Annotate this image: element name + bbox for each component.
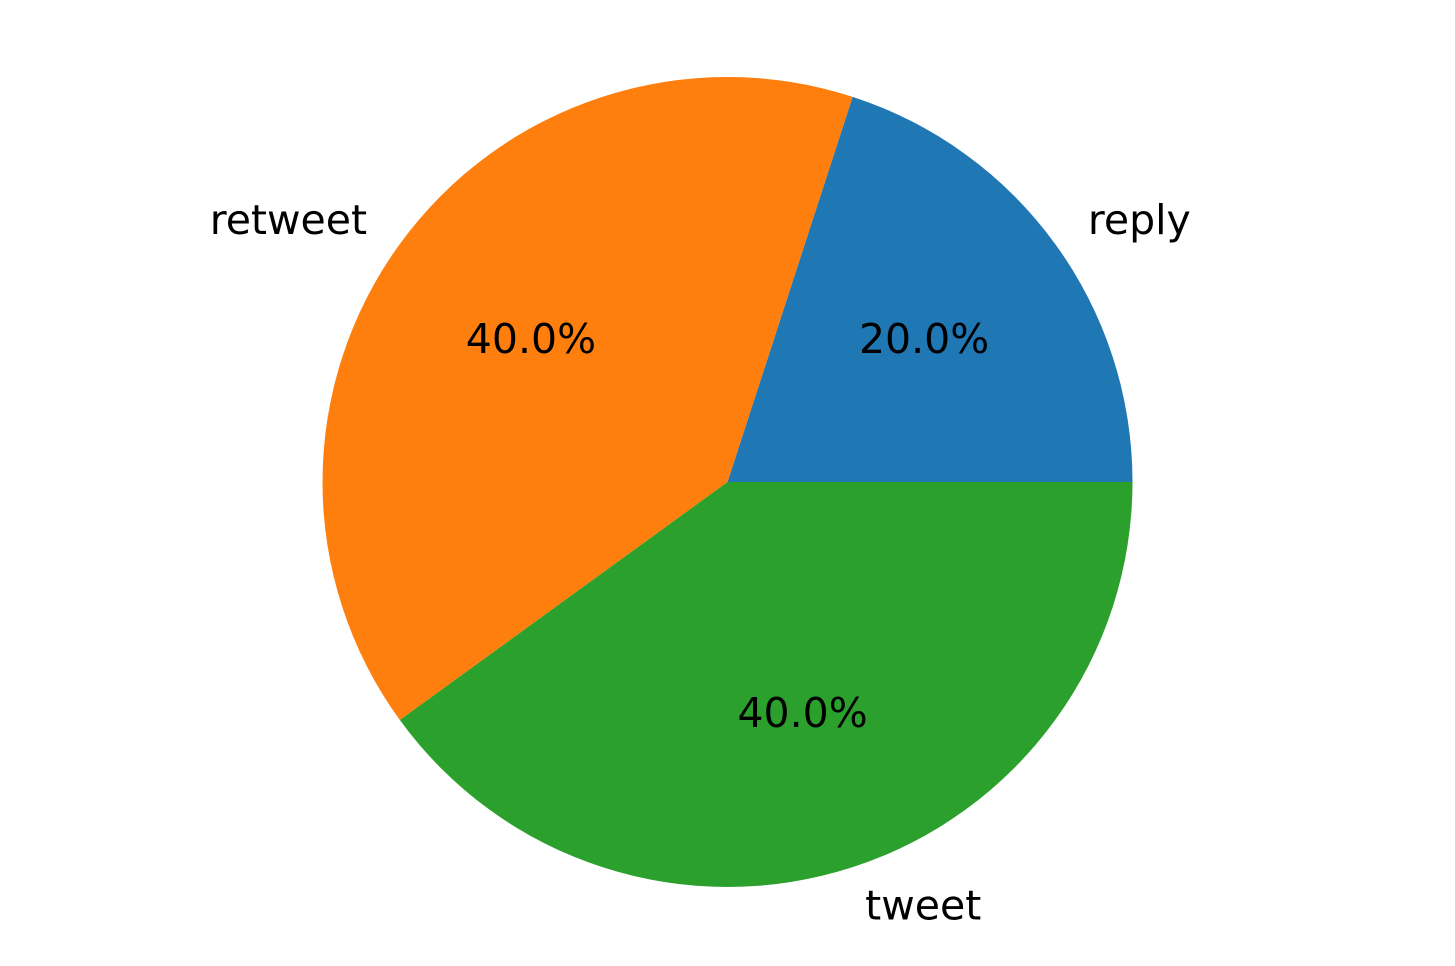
percent-label-tweet: 40.0% [737, 689, 867, 737]
pie-labels: reply 20.0% retweet 40.0% tweet 40.0% [210, 196, 1191, 930]
slice-label-retweet: retweet [210, 196, 367, 244]
pie-slice-retweet [322, 77, 853, 721]
pie-slices [322, 77, 1133, 887]
pie-slice-tweet [399, 482, 1133, 887]
percent-label-reply: 20.0% [859, 315, 989, 363]
pie-slice-reply [727, 96, 1133, 482]
slice-label-reply: reply [1088, 196, 1191, 244]
percent-label-retweet: 40.0% [466, 315, 596, 363]
slice-label-tweet: tweet [865, 882, 981, 930]
